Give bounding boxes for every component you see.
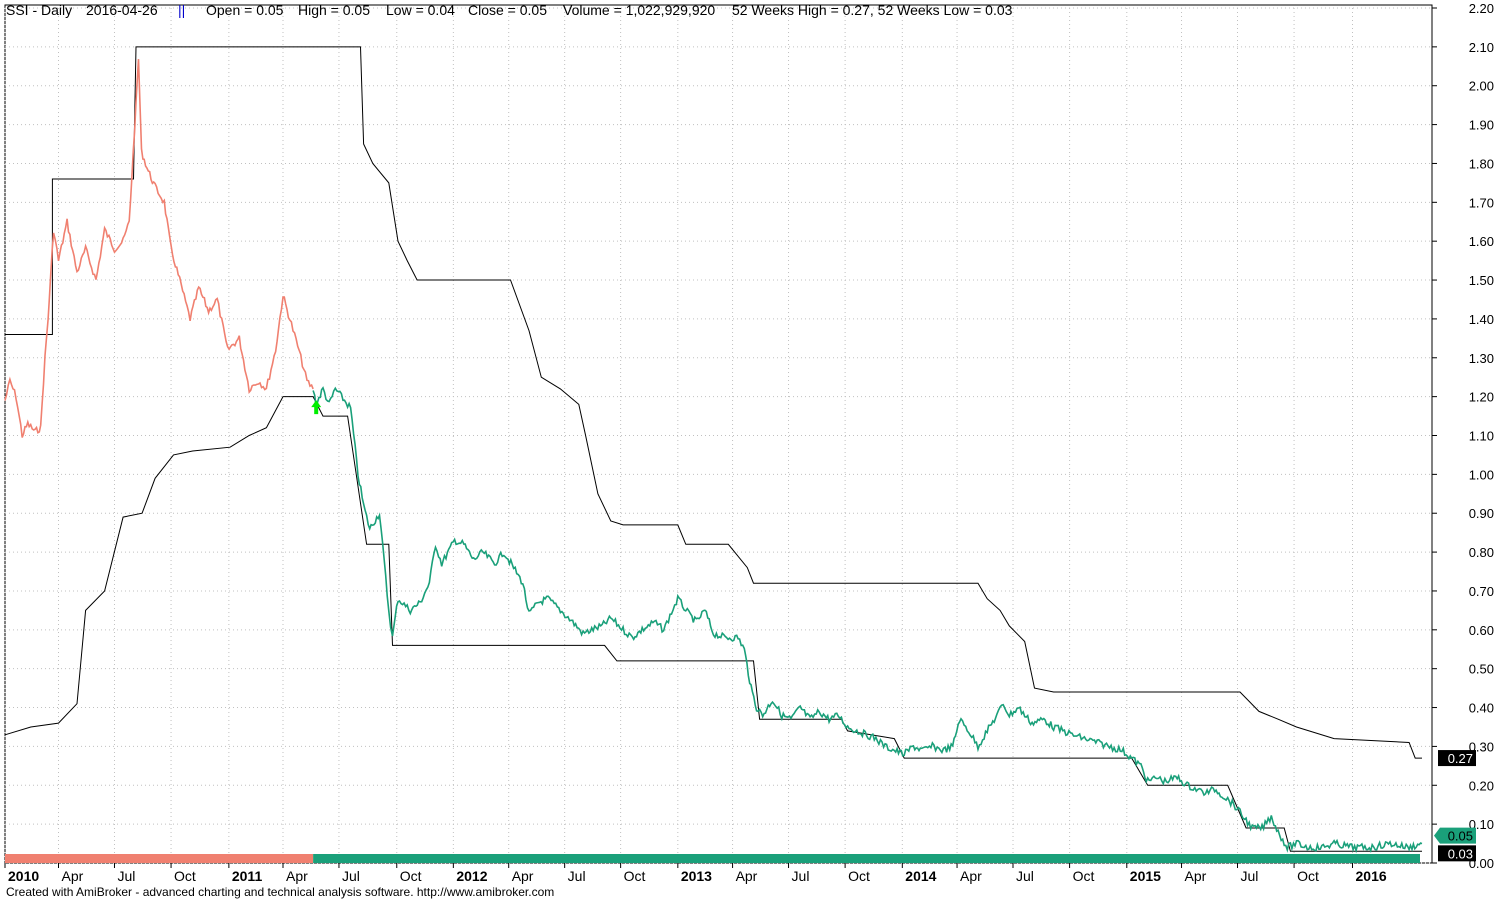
buy-signal [311,400,322,415]
value-tags: 0.27 0.05 0.03 [1434,750,1476,862]
y-tick-label: 1.80 [1469,156,1494,171]
x-tick-label: 2012 [456,868,487,884]
header-52weeks: 52 Weeks High = 0.27, 52 Weeks Low = 0.0… [732,2,1013,18]
x-tick-label: Apr [1185,868,1207,884]
header-close: Close = 0.05 [468,2,547,18]
header-separator: || [178,2,185,18]
y-tick-label: 0.90 [1469,506,1494,521]
x-tick-label: Oct [624,868,646,884]
y-tick-label: 1.20 [1469,390,1494,405]
x-tick-label: 2014 [905,868,936,884]
y-tick-label: 0.40 [1469,701,1494,716]
x-tick-label: Oct [1073,868,1095,884]
channel-layer [4,46,1422,852]
y-tick-label: 1.00 [1469,467,1494,482]
y-tick-label: 2.20 [1469,1,1494,16]
header-symbol: SSI - Daily [6,2,72,18]
y-tick-label: 0.70 [1469,584,1494,599]
value-tag-label: 0.27 [1448,751,1473,766]
x-tick-label: 2011 [232,868,263,884]
x-tick-label: Apr [512,868,534,884]
price-layer [4,59,1423,854]
y-tick-label: 2.10 [1469,40,1494,55]
x-tick-label: Apr [736,868,758,884]
value-tag-label: 0.03 [1448,846,1473,861]
y-tick-label: 1.30 [1469,351,1494,366]
price-line-bullish [312,386,1423,854]
x-tick-label: Jul [1016,868,1034,884]
x-tick-label: Jul [568,868,586,884]
x-tick-label: 2016 [1356,868,1387,884]
x-tick-label: Jul [792,868,810,884]
value-tag-label: 0.05 [1448,829,1473,844]
y-tick-label: 0.80 [1469,545,1494,560]
x-tick-label: Oct [400,868,422,884]
y-tick-label: 1.40 [1469,312,1494,327]
trend-bar-bullish [313,854,1421,863]
y-tick-label: 0.60 [1469,623,1494,638]
y-tick-label: 0.20 [1469,778,1494,793]
x-tick-label: Oct [174,868,196,884]
x-tick-label: Oct [848,868,870,884]
y-tick-label: 1.70 [1469,195,1494,210]
footer-credit: Created with AmiBroker - advanced charti… [6,885,554,899]
x-tick-label: Apr [960,868,982,884]
header-high: High = 0.05 [298,2,370,18]
header-date: 2016-04-26 [86,2,158,18]
y-axis: 0.000.100.200.300.400.500.600.700.800.90… [1432,1,1494,871]
x-axis: 2010 Apr Jul Oct 2011 Apr Jul Oct 2012 Apr Jul Oct 2… [4,863,1387,884]
y-tick-label: 1.50 [1469,273,1494,288]
header-volume: Volume = 1,022,929,920 [563,2,715,18]
value-tag-box [1438,750,1476,767]
y-tick-label: 1.60 [1469,234,1494,249]
x-tick-label: 2013 [681,868,712,884]
x-tick-label: Jul [1240,868,1258,884]
x-tick-label: 2010 [8,868,39,884]
header-open: Open = 0.05 [206,2,284,18]
x-tick-label: 2015 [1130,868,1161,884]
trend-bar [5,854,1421,863]
channel-low-line [4,396,1422,852]
y-tick-label: 2.00 [1469,79,1494,94]
price-line-bearish [4,59,314,438]
x-tick-label: Jul [342,868,360,884]
y-tick-label: 1.10 [1469,429,1494,444]
trend-bar-bearish [5,854,314,863]
x-tick-label: Oct [1297,868,1319,884]
x-tick-label: Apr [286,868,308,884]
value-tag-box [1438,845,1476,862]
value-tag-box [1434,827,1476,844]
y-tick-label: 1.90 [1469,118,1494,133]
x-tick-label: Apr [62,868,84,884]
buy-signal-arrow-icon [311,400,322,415]
channel-high-line [5,46,1422,759]
header-low: Low = 0.04 [386,2,455,18]
x-tick-label: Jul [117,868,135,884]
y-tick-label: 0.50 [1469,662,1494,677]
